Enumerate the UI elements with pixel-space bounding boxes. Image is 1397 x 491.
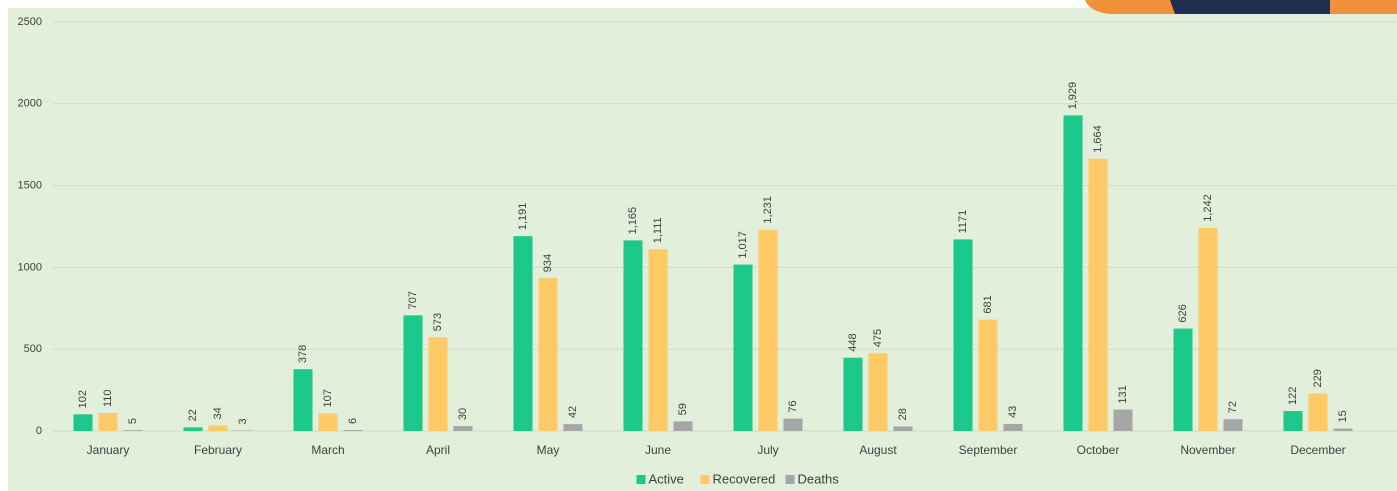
data-label: 1,191 [517, 203, 529, 231]
x-tick-label: March [311, 443, 344, 457]
data-label: 102 [77, 390, 89, 408]
bar [649, 249, 668, 431]
bar [844, 358, 863, 431]
data-label: 1,242 [1202, 194, 1214, 222]
y-tick-label: 500 [24, 343, 42, 355]
bar [1224, 419, 1243, 431]
data-label: 30 [457, 408, 469, 420]
y-tick-label: 1500 [18, 180, 42, 192]
data-label: 22 [187, 409, 199, 421]
bar [1114, 410, 1133, 431]
bar [979, 320, 998, 431]
data-label: 1,664 [1092, 125, 1104, 153]
legend-swatch [786, 475, 795, 484]
data-label: 1,111 [652, 217, 664, 243]
chart: 0 500 1000 1500 2000 2500 January 102 110 5 Februa… [0, 0, 1397, 491]
x-tick-label: November [1180, 443, 1235, 457]
y-tick-label: 2000 [18, 98, 42, 110]
bar [124, 430, 143, 431]
bar [564, 424, 583, 431]
data-label: 3 [237, 418, 249, 424]
data-label: 110 [102, 389, 114, 407]
legend-label: Recovered [713, 471, 776, 486]
bar [319, 413, 338, 431]
data-label: 626 [1177, 304, 1189, 322]
data-label: 1171 [957, 210, 969, 234]
bar [734, 265, 753, 431]
bar [869, 353, 888, 431]
bar [404, 315, 423, 431]
data-label: 28 [897, 408, 909, 420]
data-label: 122 [1287, 387, 1299, 405]
data-label: 1,165 [627, 207, 639, 235]
bar [454, 426, 473, 431]
data-label: 934 [542, 254, 554, 272]
bar [624, 240, 643, 431]
bar [1004, 424, 1023, 431]
page: {"chart_data": {"type": "bar", "categori… [0, 0, 1397, 491]
bar [759, 230, 778, 431]
y-tick-label: 1000 [18, 261, 42, 273]
bar [539, 278, 558, 431]
data-label: 378 [297, 345, 309, 363]
bar [1089, 159, 1108, 431]
bar [1064, 115, 1083, 431]
y-tick-label: 2500 [18, 16, 42, 28]
bar [514, 236, 533, 431]
bar [184, 427, 203, 431]
bar [954, 239, 973, 431]
bar [1284, 411, 1303, 431]
data-label: 72 [1227, 401, 1239, 413]
data-label: 5 [127, 418, 139, 424]
data-label: 43 [1007, 406, 1019, 418]
data-label: 59 [677, 403, 689, 415]
x-tick-label: October [1077, 443, 1120, 457]
x-tick-label: December [1290, 443, 1345, 457]
data-label: 42 [567, 406, 579, 418]
data-label: 707 [407, 291, 419, 309]
decoration [1085, 0, 1397, 14]
bar [784, 419, 803, 431]
legend-label: Active [649, 471, 684, 486]
data-label: 131 [1117, 385, 1129, 403]
data-label: 1,929 [1067, 82, 1079, 110]
bar [209, 425, 228, 431]
x-tick-label: May [537, 443, 560, 457]
x-tick-label: February [194, 443, 242, 457]
bar [1309, 394, 1328, 431]
bar [344, 430, 363, 431]
decor-shape [1170, 0, 1330, 14]
x-tick-label: June [645, 443, 671, 457]
legend-label: Deaths [798, 471, 840, 486]
data-label: 448 [847, 333, 859, 351]
data-label: 34 [212, 407, 224, 419]
legend-swatch [701, 475, 710, 484]
data-label: 681 [982, 295, 994, 313]
x-tick-label: April [426, 443, 450, 457]
bar [1199, 228, 1218, 431]
bar [1174, 329, 1193, 431]
data-label: 229 [1312, 369, 1324, 387]
data-label: 573 [432, 313, 444, 331]
x-tick-label: July [757, 443, 778, 457]
x-tick-label: January [87, 443, 130, 457]
bar [294, 369, 313, 431]
data-label: 107 [322, 389, 334, 407]
y-tick-label: 0 [36, 425, 42, 437]
bar [894, 426, 913, 431]
data-label: 76 [787, 400, 799, 412]
data-label: 1,231 [762, 196, 774, 224]
bar [674, 421, 693, 431]
x-tick-label: August [859, 443, 897, 457]
data-label: 1,017 [737, 231, 749, 259]
bar [429, 337, 448, 431]
data-label: 15 [1337, 410, 1349, 422]
bar [1334, 429, 1353, 431]
bar [74, 414, 93, 431]
bar [99, 413, 118, 431]
legend-swatch [637, 475, 646, 484]
x-tick-label: September [959, 443, 1018, 457]
data-label: 6 [347, 418, 359, 424]
data-label: 475 [872, 329, 884, 347]
